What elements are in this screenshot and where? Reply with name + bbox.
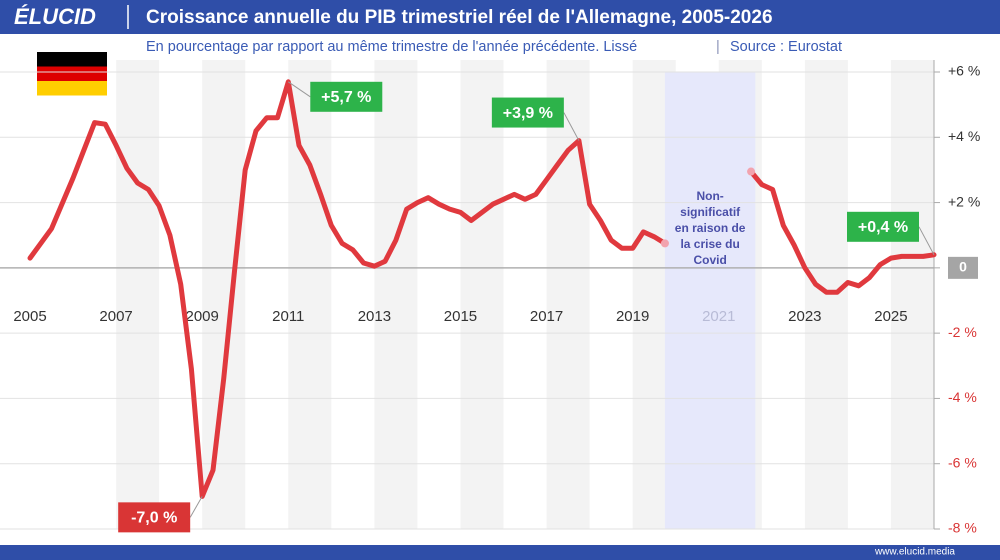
y-tick-label: -8 %: [948, 520, 977, 536]
annotation-box: [847, 211, 919, 242]
gap-end-point: [660, 239, 669, 248]
x-tick-label: 2019: [616, 308, 649, 325]
background-bands: [73, 60, 934, 529]
y-tick-label: -6 %: [948, 454, 977, 470]
x-tick-label: 2013: [358, 308, 391, 325]
year-band: [890, 60, 934, 529]
header-bar: [0, 0, 1000, 34]
annotation-label: +0,4 %: [858, 219, 908, 236]
year-band: [73, 60, 117, 529]
source: Source : Eurostat: [730, 39, 842, 55]
brand: ÉLUCID: [14, 4, 96, 29]
shaded-note: Non-: [696, 189, 723, 203]
annotation-leader: [189, 496, 203, 518]
flag: [37, 52, 107, 96]
gap-end-point: [747, 167, 756, 176]
annotation-label: +5,7 %: [321, 89, 371, 106]
data-line: [27, 79, 937, 499]
shaded-region: [664, 72, 756, 529]
x-tick-label: 2017: [530, 308, 563, 325]
x-tick-label: 2009: [186, 308, 219, 325]
annotation-box: [491, 97, 564, 128]
chart-title: Croissance annuelle du PIB trimestriel r…: [146, 7, 773, 28]
shaded-note: en raison de: [675, 221, 746, 235]
annotation-leader: [918, 226, 935, 256]
annotation-leader: [288, 81, 311, 98]
chart-subtitle: En pourcentage par rapport au même trime…: [146, 39, 637, 55]
year-band: [374, 60, 418, 529]
shaded-note: la crise du: [680, 237, 739, 251]
x-tick-label: 2005: [13, 308, 46, 325]
year-band: [116, 60, 160, 529]
x-tick-label: 2007: [99, 308, 132, 325]
annotation-box: [310, 81, 383, 112]
footer: www.elucid.media: [874, 547, 955, 558]
y-tick-label: 0: [959, 259, 967, 275]
shaded-note: significatif: [680, 205, 741, 219]
y-tick-label: +6 %: [948, 63, 980, 79]
x-tick-label: 2025: [874, 308, 907, 325]
x-tick-label: 2011: [272, 308, 304, 325]
year-band: [546, 60, 590, 529]
annotation-box: [118, 502, 191, 533]
x-tick-label: 2021: [702, 308, 735, 325]
annotation-leader: [563, 112, 580, 141]
y-tick-label: +2 %: [948, 193, 980, 209]
year-band: [460, 60, 504, 529]
y-tick-label: -4 %: [948, 389, 977, 405]
zero-label-box: [948, 256, 978, 279]
y-tick-label: -2 %: [948, 324, 977, 340]
annotation-label: +3,9 %: [503, 105, 553, 122]
shaded-note: Covid: [693, 253, 726, 267]
x-tick-label: 2023: [788, 308, 821, 325]
annotation-label: -7,0 %: [131, 510, 177, 527]
y-tick-label: +4 %: [948, 128, 980, 144]
year-band: [202, 60, 246, 529]
separator: |: [716, 39, 720, 55]
footer-bar: [0, 545, 1000, 560]
x-tick-label: 2015: [444, 308, 477, 325]
